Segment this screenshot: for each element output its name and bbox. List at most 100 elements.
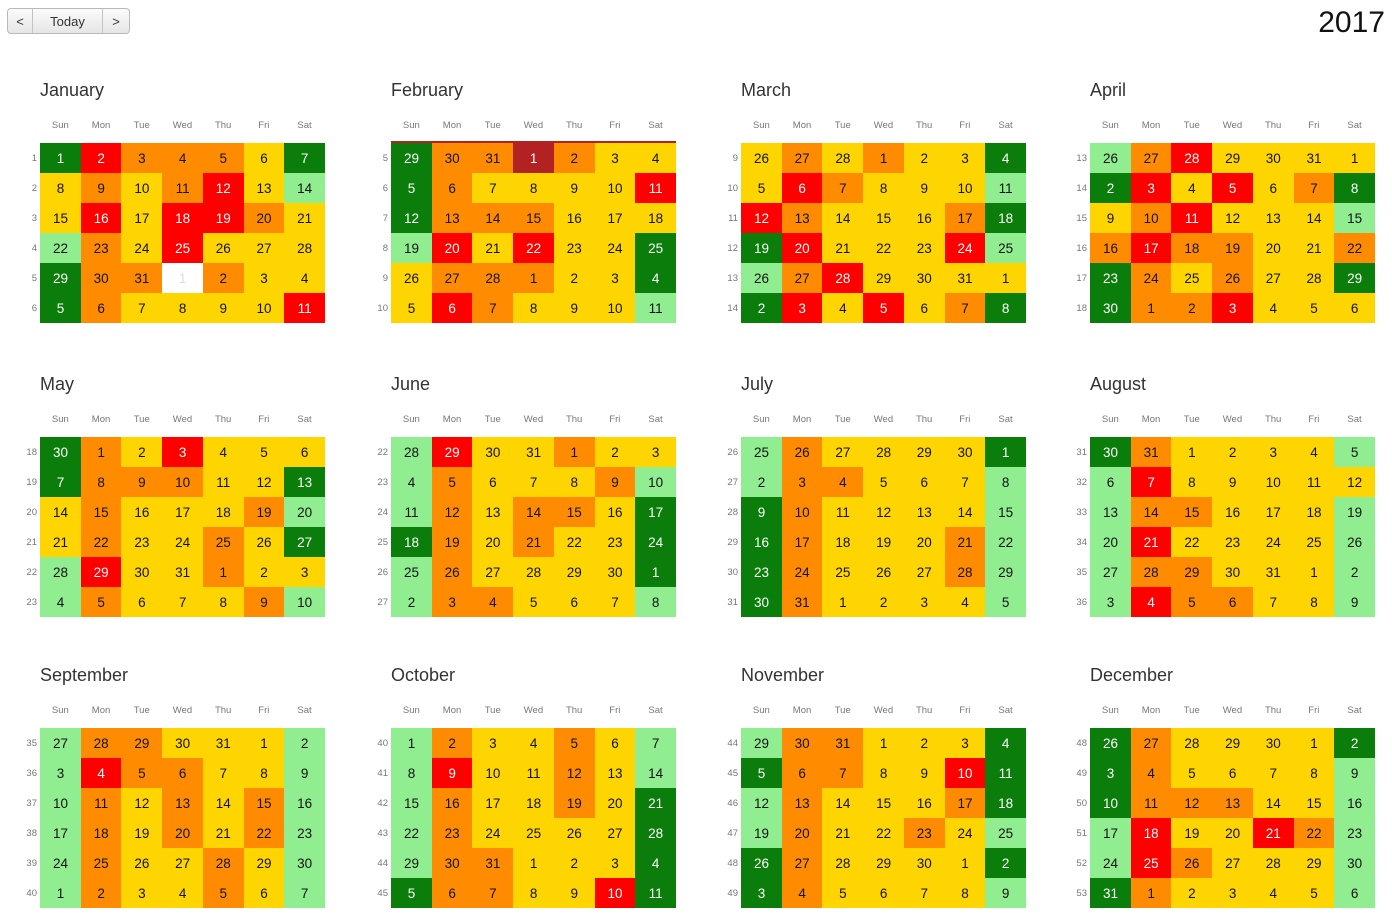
day-cell[interactable]: 30 xyxy=(40,437,81,467)
day-cell[interactable]: 24 xyxy=(944,233,986,263)
day-cell[interactable]: 3 xyxy=(1090,587,1131,617)
day-cell[interactable]: 9 xyxy=(202,293,244,323)
day-cell[interactable]: 27 xyxy=(284,527,326,557)
day-cell[interactable]: 8 xyxy=(162,293,204,323)
day-cell[interactable]: 31 xyxy=(472,848,514,878)
day-cell[interactable]: 6 xyxy=(1212,758,1254,788)
day-cell[interactable]: 7 xyxy=(284,143,326,173)
day-cell[interactable]: 14 xyxy=(1252,788,1294,818)
day-cell[interactable]: 6 xyxy=(1090,467,1131,497)
day-cell[interactable]: 8 xyxy=(513,293,555,323)
day-cell[interactable]: 9 xyxy=(284,758,326,788)
day-cell[interactable]: 5 xyxy=(1212,173,1254,203)
day-cell[interactable]: 25 xyxy=(202,527,244,557)
day-cell[interactable]: 2 xyxy=(202,263,244,293)
day-cell[interactable]: 4 xyxy=(1252,878,1294,908)
day-cell[interactable]: 8 xyxy=(863,758,905,788)
day-cell[interactable]: 4 xyxy=(635,263,677,293)
day-cell[interactable]: 5 xyxy=(202,143,244,173)
day-cell[interactable]: 7 xyxy=(513,467,555,497)
day-cell[interactable]: 31 xyxy=(944,263,986,293)
day-cell[interactable]: 6 xyxy=(431,173,473,203)
day-cell[interactable]: 4 xyxy=(202,437,244,467)
day-cell[interactable]: 1 xyxy=(80,437,122,467)
day-cell[interactable]: 13 xyxy=(284,467,326,497)
day-cell[interactable]: 4 xyxy=(1130,587,1172,617)
day-cell[interactable]: 1 xyxy=(40,143,81,173)
day-cell[interactable]: 11 xyxy=(1130,788,1172,818)
day-cell[interactable]: 19 xyxy=(431,527,473,557)
day-cell[interactable]: 5 xyxy=(1334,437,1376,467)
day-cell[interactable]: 25 xyxy=(1293,527,1335,557)
day-cell[interactable]: 10 xyxy=(594,878,636,908)
day-cell[interactable]: 23 xyxy=(284,818,326,848)
day-cell[interactable]: 26 xyxy=(391,263,432,293)
day-cell[interactable]: 29 xyxy=(1334,263,1376,293)
day-cell[interactable]: 30 xyxy=(741,587,782,617)
day-cell[interactable]: 17 xyxy=(1090,818,1131,848)
day-cell[interactable]: 23 xyxy=(903,818,945,848)
day-cell[interactable]: 1 xyxy=(1334,143,1376,173)
day-cell[interactable]: 4 xyxy=(1171,173,1213,203)
day-cell[interactable]: 6 xyxy=(121,587,163,617)
day-cell[interactable]: 9 xyxy=(431,758,473,788)
day-cell[interactable]: 7 xyxy=(472,293,514,323)
day-cell[interactable]: 1 xyxy=(1293,728,1335,758)
day-cell[interactable]: 20 xyxy=(903,527,945,557)
day-cell[interactable]: 26 xyxy=(243,527,285,557)
day-cell[interactable]: 17 xyxy=(594,203,636,233)
day-cell[interactable]: 15 xyxy=(1334,203,1376,233)
day-cell[interactable]: 6 xyxy=(781,758,823,788)
day-cell[interactable]: 8 xyxy=(1334,173,1376,203)
day-cell[interactable]: 18 xyxy=(985,788,1027,818)
day-cell[interactable]: 19 xyxy=(1334,497,1376,527)
day-cell[interactable]: 24 xyxy=(1090,848,1131,878)
day-cell[interactable]: 18 xyxy=(1171,233,1213,263)
day-cell[interactable]: 29 xyxy=(80,557,122,587)
day-cell[interactable]: 21 xyxy=(202,818,244,848)
day-cell[interactable]: 22 xyxy=(863,233,905,263)
day-cell[interactable]: 2 xyxy=(1212,437,1254,467)
day-cell[interactable]: 14 xyxy=(284,173,326,203)
day-cell[interactable]: 4 xyxy=(822,293,864,323)
day-cell[interactable]: 27 xyxy=(243,233,285,263)
day-cell[interactable]: 5 xyxy=(863,467,905,497)
day-cell[interactable]: 4 xyxy=(985,143,1027,173)
day-cell[interactable]: 18 xyxy=(513,788,555,818)
day-cell[interactable]: 2 xyxy=(431,728,473,758)
day-cell[interactable]: 22 xyxy=(40,233,81,263)
day-cell[interactable]: 14 xyxy=(513,497,555,527)
day-cell[interactable]: 29 xyxy=(1293,848,1335,878)
day-cell[interactable]: 20 xyxy=(284,497,326,527)
day-cell[interactable]: 6 xyxy=(903,467,945,497)
day-cell[interactable]: 10 xyxy=(944,173,986,203)
day-cell[interactable]: 13 xyxy=(243,173,285,203)
day-cell[interactable]: 23 xyxy=(1334,818,1376,848)
day-cell[interactable]: 15 xyxy=(1293,788,1335,818)
day-cell[interactable]: 21 xyxy=(1130,527,1172,557)
day-cell[interactable]: 24 xyxy=(162,527,204,557)
day-cell[interactable]: 2 xyxy=(243,557,285,587)
day-cell[interactable]: 26 xyxy=(1212,263,1254,293)
day-cell[interactable]: 14 xyxy=(202,788,244,818)
day-cell[interactable]: 19 xyxy=(1212,233,1254,263)
day-cell[interactable]: 15 xyxy=(863,203,905,233)
day-cell[interactable]: 25 xyxy=(80,848,122,878)
day-cell[interactable]: 6 xyxy=(1252,173,1294,203)
day-cell[interactable]: 26 xyxy=(553,818,595,848)
day-cell[interactable]: 11 xyxy=(822,497,864,527)
day-cell[interactable]: 31 xyxy=(121,263,163,293)
day-cell[interactable]: 15 xyxy=(553,497,595,527)
day-cell[interactable]: 1 xyxy=(985,263,1027,293)
day-cell[interactable]: 27 xyxy=(472,557,514,587)
day-cell[interactable]: 15 xyxy=(80,497,122,527)
day-cell[interactable]: 7 xyxy=(472,878,514,908)
day-cell[interactable]: 9 xyxy=(594,467,636,497)
day-cell[interactable]: 24 xyxy=(40,848,81,878)
day-cell[interactable]: 26 xyxy=(121,848,163,878)
day-cell[interactable]: 30 xyxy=(284,848,326,878)
day-cell[interactable]: 17 xyxy=(121,203,163,233)
day-cell[interactable]: 5 xyxy=(741,758,782,788)
day-cell[interactable]: 20 xyxy=(1252,233,1294,263)
day-cell[interactable]: 16 xyxy=(284,788,326,818)
